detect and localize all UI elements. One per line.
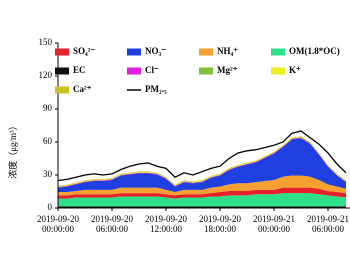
x-tick-label-line: 2019-09-21 [253,214,295,224]
legend-swatch [55,48,69,56]
legend-swatch [271,48,285,56]
area [58,187,346,199]
x-tick-label-line: 2019-09-20 [37,214,79,224]
y-tick-label: 0 [48,202,53,212]
legend-swatch [199,48,213,56]
x-tick-label: 2019-09-20 12:00:00 [145,214,187,234]
y-tick-label: 90 [43,103,53,113]
area [58,175,346,196]
legend-swatch [199,67,213,75]
x-tick-label-line: 2019-09-20 [91,214,133,224]
y-axis-label: 浓度（μg/m³） [7,121,18,179]
x-tick-label-line: 06:00:00 [312,224,345,234]
legend-label: Ca²⁺ [73,84,92,94]
legend-swatch [55,86,69,94]
legend-label: EC [73,65,86,75]
x-tick-label: 2019-09-20 06:00:00 [91,214,133,234]
legend-swatch [55,67,69,75]
legend-label: Cl⁻ [145,65,159,75]
legend-swatch [271,67,285,75]
x-tick-label: 2019-09-21 06:00:00 [307,214,349,234]
legend-label: K⁺ [289,65,301,75]
legend-label: NH₄⁺ [217,46,238,56]
x-tick-label-line: 2019-09-20 [199,214,241,224]
x-tick-label: 2019-09-20 18:00:00 [199,214,241,234]
x-tick-label: 2019-09-20 00:00:00 [37,214,79,234]
x-tick-label-line: 00:00:00 [42,224,75,234]
y-tick-label: 60 [43,136,53,146]
legend-label: OM(1.8*OC) [289,46,340,56]
y-tick-label: 150 [39,37,53,47]
x-tick-label-line: 2019-09-21 [307,214,349,224]
y-tick-label: 120 [39,70,53,80]
legend-swatch [127,48,141,56]
x-tick-label-line: 12:00:00 [150,224,183,234]
x-tick-label-line: 2019-09-20 [145,214,187,224]
area [58,138,346,193]
pm-line [57,130,347,182]
y-tick-label: 30 [43,169,53,179]
legend-label: NO₃⁻ [145,46,166,56]
x-tick-label: 2019-09-21 00:00:00 [253,214,295,234]
x-tick-label-line: 06:00:00 [96,224,129,234]
legend-swatch [127,67,141,75]
x-tick-label-line: 00:00:00 [258,224,291,234]
legend-label: SO₄²⁻ [73,46,95,56]
legend-label: Mg²⁺ [217,65,238,75]
legend-label: PM₂.₅ [145,84,167,94]
x-tick-label-line: 18:00:00 [204,224,237,234]
